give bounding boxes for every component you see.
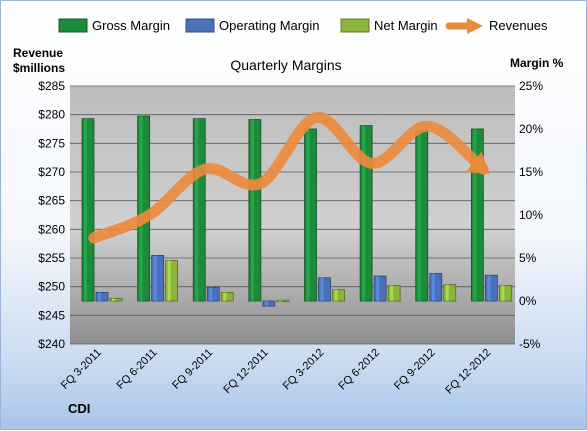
left-tick-label: $280 xyxy=(38,108,65,122)
bar-operating-margin xyxy=(263,301,275,306)
bar-highlight-operating-margin xyxy=(321,278,324,301)
chart-title: Quarterly Margins xyxy=(230,57,341,73)
bar-highlight-gross-margin xyxy=(195,119,198,301)
bar-operating-margin xyxy=(96,292,108,301)
bar-highlight-net-margin xyxy=(446,285,449,301)
legend-label-operating-margin: Operating Margin xyxy=(219,18,319,33)
bar-net-margin xyxy=(110,298,122,301)
bar-highlight-operating-margin xyxy=(265,301,268,306)
category-label: FQ 6-2011 xyxy=(114,347,159,392)
left-tick-label: $250 xyxy=(38,280,65,294)
bar-highlight-gross-margin xyxy=(418,131,421,301)
bar-highlight-gross-margin xyxy=(251,120,254,301)
bar-net-margin xyxy=(221,292,233,301)
left-tick-label: $240 xyxy=(38,337,65,351)
left-tick-label: $270 xyxy=(38,165,65,179)
bar-highlight-net-margin xyxy=(279,300,282,302)
category-label: FQ 12-2011 xyxy=(221,347,270,396)
right-tick-label: 5% xyxy=(519,251,537,265)
category-label: FQ 3-2012 xyxy=(281,347,327,393)
bar-highlight-operating-margin xyxy=(209,287,212,301)
right-tick-label: 20% xyxy=(519,122,543,136)
legend-swatch-revenues xyxy=(449,18,483,34)
bar-highlight-net-margin xyxy=(112,298,115,301)
bar-highlight-net-margin xyxy=(223,292,226,301)
legend-swatch-net-margin xyxy=(341,19,369,32)
right-tick-label: 25% xyxy=(519,79,543,93)
footer-label: CDI xyxy=(68,401,90,416)
left-axis-label-line2: $millions xyxy=(13,61,65,75)
bar-highlight-gross-margin xyxy=(307,129,310,301)
legend-label-revenues: Revenues xyxy=(489,18,548,33)
bar-net-margin xyxy=(277,300,289,302)
bar-net-margin xyxy=(499,286,511,301)
right-tick-label: 0% xyxy=(519,294,537,308)
right-axis-ticks: -5% 0% 5% 10% 15% 20% 25% xyxy=(519,79,543,351)
bar-highlight-net-margin xyxy=(390,286,393,301)
bar-net-margin xyxy=(388,286,400,301)
left-axis-ticks: $240 $245 $250 $255 $260 $265 $270 $275 $280 $285 xyxy=(38,79,65,351)
right-tick-label: 15% xyxy=(519,165,543,179)
bar-highlight-operating-margin xyxy=(376,276,379,301)
category-label: FQ 3-2011 xyxy=(59,347,104,392)
legend-label-net-margin: Net Margin xyxy=(374,18,438,33)
left-tick-label: $285 xyxy=(38,79,65,93)
bar-highlight-net-margin xyxy=(335,290,338,301)
left-tick-label: $265 xyxy=(38,194,65,208)
legend-swatch-operating-margin xyxy=(186,19,214,32)
legend-label-gross-margin: Gross Margin xyxy=(92,18,170,33)
bar-highlight-gross-margin xyxy=(84,119,87,301)
right-tick-label: 10% xyxy=(519,208,543,222)
bar-operating-margin xyxy=(152,255,164,301)
bar-highlight-operating-margin xyxy=(432,273,435,301)
right-axis-label: Margin % xyxy=(510,56,564,70)
bar-gross-margin xyxy=(416,131,428,301)
bar-highlight-operating-margin xyxy=(487,275,490,301)
plot-area xyxy=(70,86,515,344)
left-tick-label: $275 xyxy=(38,136,65,150)
bar-gross-margin xyxy=(82,119,94,301)
bar-operating-margin xyxy=(485,275,497,301)
bar-gross-margin xyxy=(193,119,205,301)
left-tick-label: $255 xyxy=(38,251,65,265)
bar-highlight-net-margin xyxy=(501,286,504,301)
legend-swatch-gross-margin xyxy=(59,19,87,32)
bar-highlight-gross-margin xyxy=(362,126,365,301)
bar-net-margin xyxy=(333,290,345,301)
bar-gross-margin xyxy=(138,116,150,301)
bar-operating-margin xyxy=(374,276,386,301)
bar-operating-margin xyxy=(319,278,331,301)
bar-operating-margin xyxy=(430,273,442,301)
category-label: FQ 6-2012 xyxy=(336,347,382,393)
bar-gross-margin xyxy=(305,129,317,301)
bar-gross-margin xyxy=(249,120,261,301)
category-label: FQ 9-2012 xyxy=(392,347,438,393)
left-axis-label-line1: Revenue xyxy=(13,46,63,60)
bar-highlight-net-margin xyxy=(168,261,171,301)
legend: Gross Margin Operating Margin Net Margin… xyxy=(59,18,548,34)
left-tick-label: $245 xyxy=(38,308,65,322)
left-tick-label: $260 xyxy=(38,222,65,236)
bar-operating-margin xyxy=(207,287,219,301)
category-label: FQ 12-2012 xyxy=(443,347,493,397)
bar-net-margin xyxy=(166,261,178,301)
bar-highlight-gross-margin xyxy=(140,116,143,301)
bar-highlight-operating-margin xyxy=(154,255,157,301)
right-tick-label: -5% xyxy=(519,337,541,351)
bar-highlight-operating-margin xyxy=(98,292,101,301)
bar-net-margin xyxy=(444,285,456,301)
category-label: FQ 9-2011 xyxy=(170,347,215,392)
